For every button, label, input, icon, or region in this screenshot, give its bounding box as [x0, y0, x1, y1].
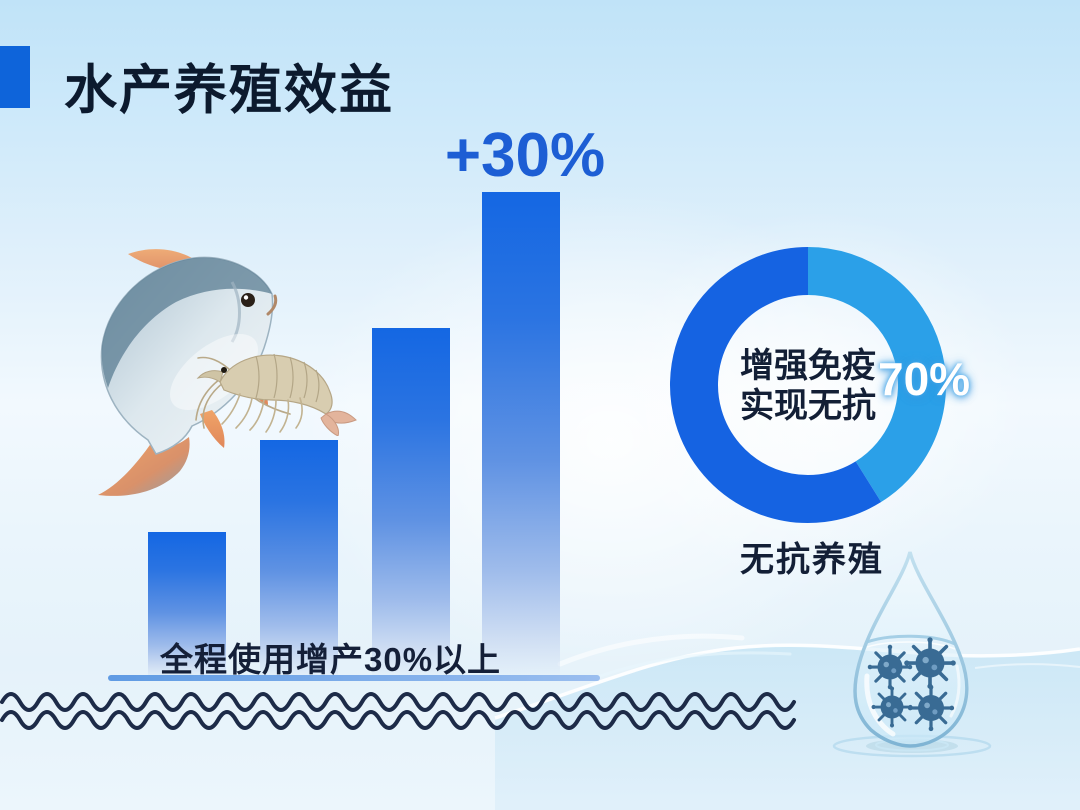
donut-caption: 无抗养殖: [740, 541, 884, 579]
water-drop-icon: [832, 551, 992, 758]
donut-segment: [807, 247, 946, 503]
page-title: 水产养殖效益: [64, 61, 394, 120]
donut-segment: [670, 247, 882, 523]
bar-segment-2: [260, 440, 338, 678]
bar-segment-1: [148, 532, 226, 678]
donut-center-line2: 实现无抗: [740, 387, 876, 425]
bar-segment-3: [372, 328, 450, 678]
bar-baseline: [108, 675, 600, 681]
bar-annotation: +30%: [444, 121, 606, 190]
donut-chart: [670, 247, 946, 523]
donut-value-label: 70%: [878, 353, 971, 405]
bar-segment-4: [482, 192, 560, 678]
title-bullet-icon: [0, 46, 30, 108]
bar-caption: 全程使用增产30%以上: [160, 641, 502, 678]
wave-lines-icon: [0, 692, 796, 730]
bar-chart: [110, 192, 590, 678]
donut-center-text: 增强免疫 实现无抗: [694, 346, 922, 426]
shrimp-icon: [195, 353, 357, 436]
donut-center-line1: 增强免疫: [740, 347, 876, 385]
